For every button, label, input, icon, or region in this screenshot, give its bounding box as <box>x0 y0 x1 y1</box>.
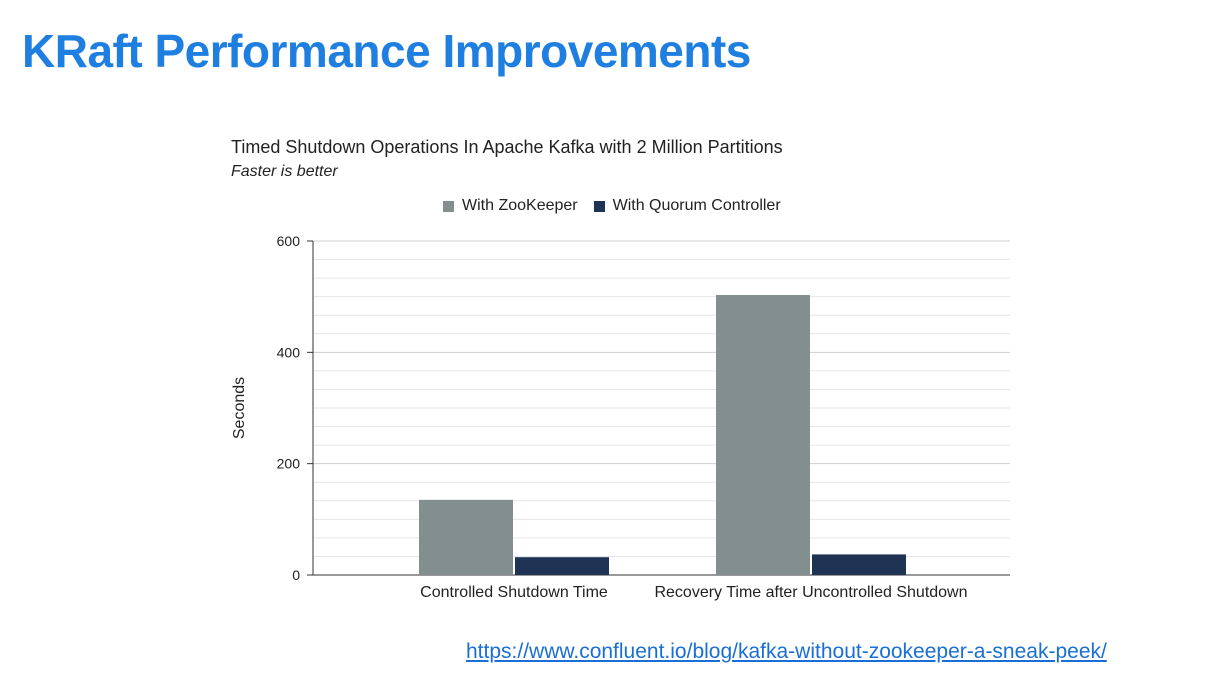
chart-subtitle: Faster is better <box>231 163 338 180</box>
source-link[interactable]: https://www.confluent.io/blog/kafka-with… <box>466 640 1107 663</box>
slide-title: KRaft Performance Improvements <box>22 25 751 77</box>
bar-quorum-1 <box>812 554 906 575</box>
chart-title: Timed Shutdown Operations In Apache Kafk… <box>231 137 783 157</box>
y-axis-label: Seconds <box>231 377 248 439</box>
x-tick-label: Recovery Time after Uncontrolled Shutdow… <box>654 584 967 601</box>
chart-legend: With ZooKeeper With Quorum Controller <box>443 197 797 215</box>
legend-item-quorum: With Quorum Controller <box>593 197 781 215</box>
bar-quorum-0 <box>515 557 609 575</box>
bar-zookeeper-1 <box>716 294 810 575</box>
legend-label-zookeeper: With ZooKeeper <box>462 197 578 214</box>
y-tick-label: 400 <box>277 344 301 360</box>
y-tick-label: 0 <box>292 567 300 583</box>
legend-swatch-zookeeper <box>443 200 454 212</box>
x-tick-label: Controlled Shutdown Time <box>420 584 608 601</box>
y-tick-label: 600 <box>277 233 301 249</box>
y-tick-label: 200 <box>277 456 301 472</box>
legend-item-zookeeper: With ZooKeeper <box>443 197 578 215</box>
legend-label-quorum: With Quorum Controller <box>612 197 781 214</box>
legend-swatch-quorum <box>593 200 605 212</box>
bar-zookeeper-0 <box>419 499 513 575</box>
